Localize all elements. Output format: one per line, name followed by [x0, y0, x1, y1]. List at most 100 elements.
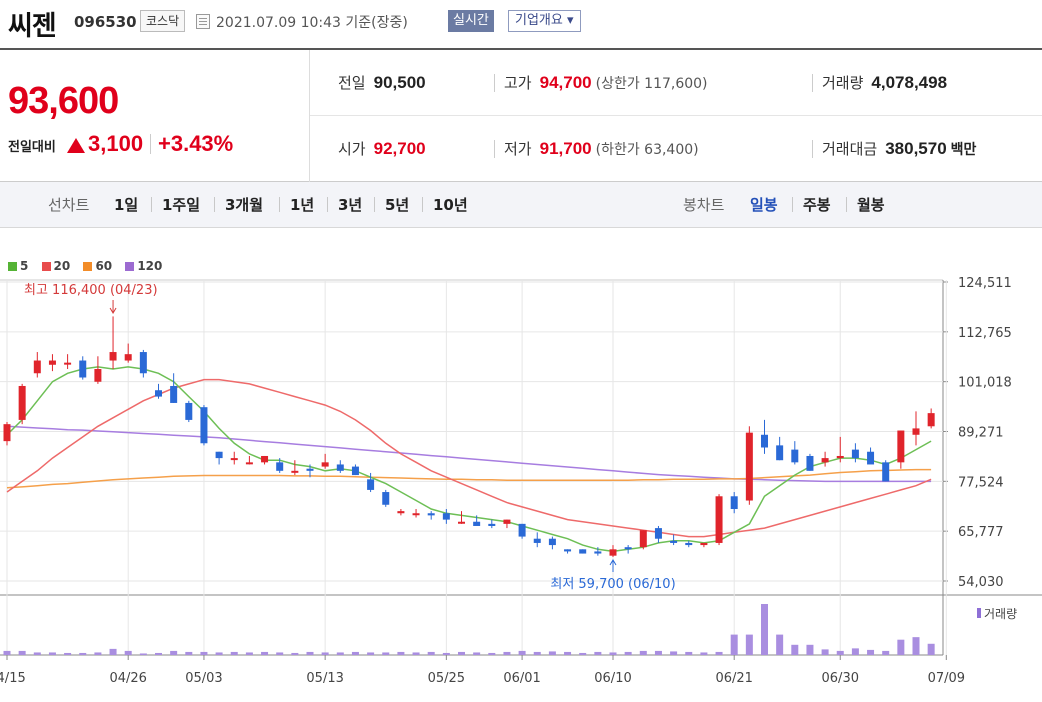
candle-body	[624, 547, 632, 550]
candle-body	[458, 521, 465, 524]
quote-row-1: 전일 90,500 고가 94,700 (상한가 117,600) 거래량 4,078,…	[310, 50, 1042, 116]
low-annotation: 최저 59,700 (06/10)	[550, 577, 675, 592]
candle-body	[48, 360, 56, 365]
candle-body	[579, 549, 587, 554]
quote-datetime: 2021.07.09 10:43 기준(장중)	[216, 15, 408, 31]
x-tick-label: 05/03	[185, 671, 222, 686]
y-tick-label: 77,524	[958, 475, 1004, 490]
volume-bar	[639, 650, 647, 655]
candle-body	[367, 479, 375, 490]
volume-bar	[245, 652, 253, 655]
volume-bar	[685, 651, 693, 655]
current-price: 93,600	[8, 80, 119, 122]
candle-body	[882, 462, 890, 482]
candle-body	[670, 540, 678, 543]
volume-bar	[458, 651, 465, 655]
divider	[151, 197, 152, 212]
candle-body	[200, 407, 208, 444]
quote-panel: 93,600 전일대비 3,100 +3.43% 전일 90,500 고가 94,7…	[0, 48, 1042, 182]
period-5y[interactable]: 5년	[385, 196, 410, 214]
candle-body	[912, 428, 920, 435]
volume-bar	[806, 644, 814, 655]
period-1w[interactable]: 1주일	[162, 196, 201, 214]
volume-bar	[579, 652, 587, 655]
candle-body	[851, 449, 859, 459]
candle-body	[321, 462, 329, 467]
candle-body	[245, 462, 253, 465]
volume-legend-swatch-icon	[977, 608, 981, 618]
volume-bar	[533, 651, 541, 655]
candle-body	[94, 369, 102, 382]
y-tick-label: 124,511	[958, 276, 1012, 291]
candle-body	[18, 385, 26, 420]
candle-body	[488, 523, 496, 526]
period-1y[interactable]: 1년	[290, 196, 315, 214]
trading-volume: 거래량 4,078,498	[822, 73, 948, 92]
calendar-icon	[196, 14, 210, 29]
volume-bar	[851, 648, 859, 655]
candle-body	[609, 549, 617, 556]
volume-bar	[155, 652, 162, 655]
volume-bar	[64, 652, 72, 655]
volume-bar	[170, 650, 178, 655]
quote-row-2: 시가 92,700 저가 91,700 (하한가 63,400) 거래대금 380,57…	[310, 116, 1042, 182]
divider	[150, 134, 151, 154]
candle-weekly[interactable]: 주봉	[803, 196, 831, 214]
low-arrowhead-icon	[609, 559, 617, 566]
company-overview-dropdown[interactable]: 기업개요 ▾	[508, 10, 581, 32]
period-1d[interactable]: 1일	[114, 196, 139, 214]
volume-bar	[412, 652, 420, 655]
volume-bar	[109, 648, 117, 655]
divider	[327, 197, 328, 212]
candle-body	[473, 521, 481, 526]
x-tick-label: 04/26	[109, 671, 146, 686]
volume-bar	[185, 651, 193, 655]
volume-bar	[670, 651, 678, 655]
volume-bar	[927, 643, 935, 655]
period-3y[interactable]: 3년	[338, 196, 363, 214]
divider	[422, 197, 423, 212]
volume-bar	[79, 652, 87, 655]
volume-bar	[321, 652, 329, 655]
high-price: 고가 94,700 (상한가 117,600)	[504, 73, 708, 92]
period-3m[interactable]: 3개월	[225, 196, 264, 214]
volume-label: 거래량	[984, 607, 1017, 621]
candle-body	[867, 451, 875, 465]
candle-body	[276, 462, 284, 471]
candle-body	[170, 385, 178, 403]
legend-item-ma120: 120	[125, 259, 162, 273]
volume-bar	[215, 652, 223, 655]
y-tick-label: 101,018	[958, 376, 1012, 391]
candle-body	[548, 538, 556, 546]
y-tick-label: 89,271	[958, 425, 1004, 440]
period-10y[interactable]: 10년	[433, 196, 468, 214]
candle-body	[761, 434, 768, 448]
divider	[374, 197, 375, 212]
candle-body	[109, 352, 117, 361]
volume-bar	[48, 652, 56, 655]
divider	[812, 140, 813, 158]
legend-swatch-icon	[125, 262, 135, 271]
candle-body	[215, 451, 223, 459]
volume-bar	[624, 651, 632, 655]
candle-body	[397, 511, 405, 514]
candle-body	[533, 538, 541, 543]
candle-body	[700, 542, 708, 546]
low-price: 저가 91,700 (하한가 63,400)	[504, 139, 699, 158]
candle-body	[230, 458, 238, 461]
candle-body	[745, 432, 753, 501]
realtime-button[interactable]: 실시간	[448, 10, 494, 32]
volume-bar	[609, 652, 617, 655]
x-tick-label: 06/10	[594, 671, 631, 686]
candle-body	[715, 496, 723, 543]
candle-body	[427, 513, 435, 516]
market-badge: 코스닥	[140, 10, 186, 32]
candle-monthly[interactable]: 월봉	[857, 196, 885, 214]
candle-body	[64, 362, 72, 365]
candle-body	[639, 530, 647, 548]
candle-body	[124, 354, 132, 361]
candle-daily[interactable]: 일봉	[750, 196, 778, 214]
x-tick-label: 04/15	[0, 671, 26, 686]
stock-name: 씨젠	[8, 11, 57, 42]
candle-body	[730, 496, 738, 510]
